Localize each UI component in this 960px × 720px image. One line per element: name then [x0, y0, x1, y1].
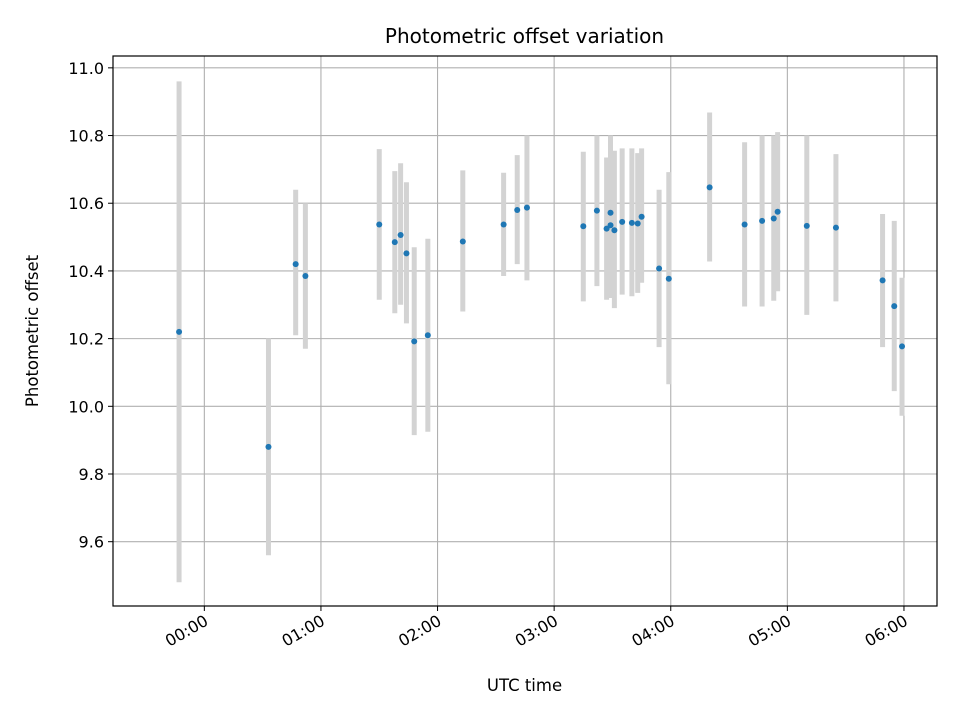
- y-axis-label: Photometric offset: [23, 254, 42, 407]
- data-point: [302, 273, 309, 279]
- data-point: [832, 224, 839, 231]
- y-tick-label: 10.6: [68, 194, 104, 213]
- y-tick-label: 10.8: [68, 127, 104, 146]
- x-axis-label: UTC time: [487, 676, 562, 695]
- data-point: [411, 338, 418, 345]
- y-tick-label: 11.0: [68, 59, 104, 78]
- data-point: [176, 328, 183, 335]
- data-point: [265, 443, 272, 450]
- data-point: [891, 303, 898, 310]
- x-tick-label: 02:00: [395, 611, 444, 651]
- data-point: [607, 209, 614, 216]
- x-tick-label: 03:00: [512, 611, 561, 651]
- data-point: [603, 225, 610, 232]
- data-point: [391, 239, 398, 246]
- data-point: [879, 277, 886, 284]
- data-point: [803, 222, 810, 229]
- y-tick-label: 10.0: [68, 397, 104, 416]
- data-point: [593, 207, 600, 214]
- data-point: [741, 221, 748, 228]
- data-point: [514, 207, 521, 213]
- data-point: [619, 218, 626, 225]
- x-tick-label: 00:00: [162, 611, 211, 651]
- x-tick-label: 06:00: [862, 611, 911, 651]
- data-point: [628, 219, 635, 226]
- y-tick-label: 10.4: [68, 262, 104, 281]
- plot-frame: [112, 55, 938, 607]
- x-tick-label: 01:00: [279, 611, 328, 651]
- data-point: [899, 343, 906, 350]
- data-point: [770, 215, 777, 222]
- data-point: [523, 204, 530, 211]
- y-tick-label: 10.2: [68, 330, 104, 349]
- data-point: [403, 250, 410, 257]
- y-tick-label: 9.8: [79, 465, 104, 484]
- x-tick-label: 04:00: [628, 611, 677, 651]
- y-tick-label: 9.6: [79, 533, 104, 552]
- data-point: [656, 265, 663, 272]
- data-point: [759, 217, 766, 224]
- y-tick-layer: 9.6 9.8 10.0 10.2 10.4 10.6 10.8 11.0: [68, 59, 113, 552]
- data-point: [706, 184, 713, 191]
- x-tick-label: 05:00: [745, 611, 794, 651]
- data-point: [424, 332, 431, 339]
- data-point: [376, 221, 383, 228]
- data-point: [292, 261, 299, 268]
- data-point: [774, 208, 781, 215]
- data-point: [611, 227, 618, 234]
- point-layer: [176, 184, 906, 450]
- data-point: [459, 238, 466, 245]
- data-point: [580, 223, 587, 230]
- data-point: [607, 222, 614, 229]
- data-point: [500, 221, 507, 228]
- data-point: [665, 275, 672, 282]
- data-point: [638, 213, 645, 220]
- data-point: [397, 232, 404, 239]
- x-tick-layer: 00:00 01:00 02:00 03:00 04:00 05:00 06:00: [162, 606, 911, 651]
- chart-title: Photometric offset variation: [385, 24, 664, 48]
- errorbar-layer: [176, 81, 905, 583]
- data-point: [634, 220, 641, 227]
